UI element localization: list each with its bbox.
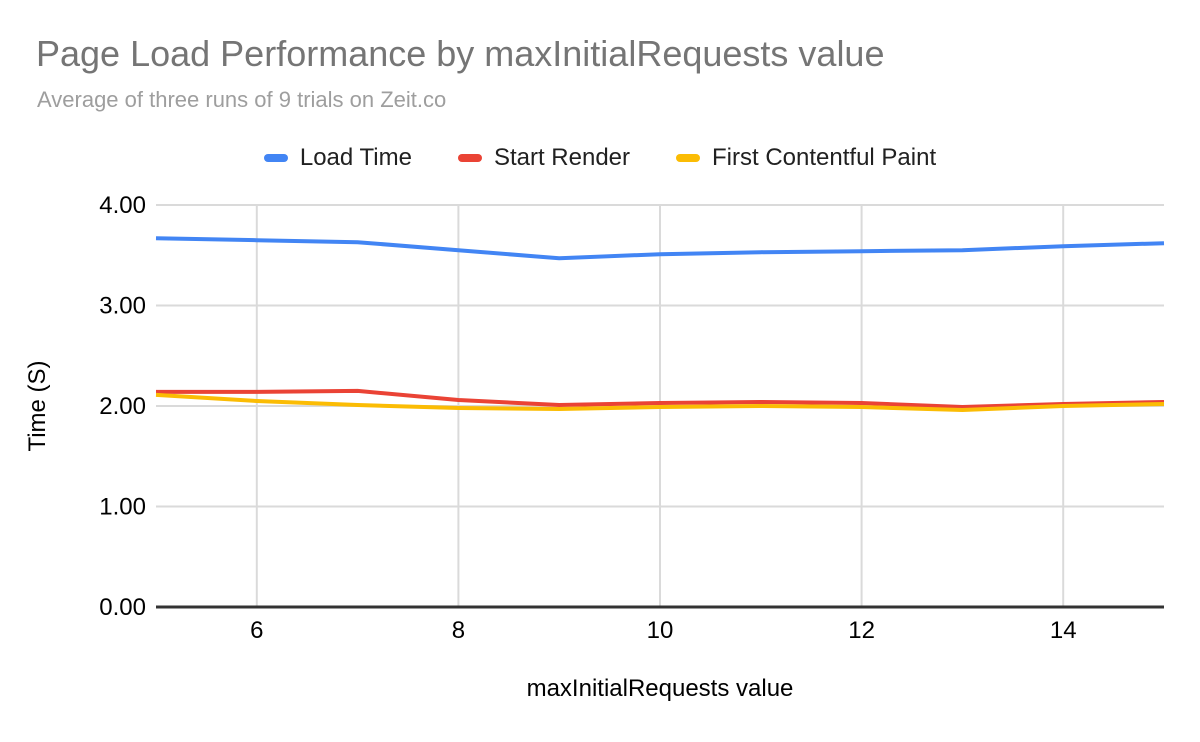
chart-title: Page Load Performance by maxInitialReque… [36, 33, 885, 74]
series-line-first-contentful-paint [155, 392, 1165, 412]
y-tick-label: 0.00 [99, 594, 146, 621]
x-axis-title: maxInitialRequests value [526, 675, 794, 702]
x-tick-label: 10 [647, 617, 674, 644]
chart-subtitle: Average of three runs of 9 trials on Zei… [37, 87, 447, 112]
legend-item-first-contentful-paint: First Contentful Paint [676, 144, 936, 172]
legend-swatch-icon [676, 154, 701, 162]
y-tick-label: 3.00 [99, 293, 146, 320]
y-tick-label: 4.00 [99, 192, 146, 219]
legend-label: Load Time [299, 144, 412, 171]
y-tick-label: 1.00 [99, 494, 146, 521]
series-line-start-render [156, 388, 1165, 409]
legend-item-load-time: Load Time [263, 144, 412, 172]
y-tick-label: 2.00 [99, 393, 146, 420]
x-tick-label: 12 [848, 617, 875, 644]
x-tick-label: 8 [452, 617, 465, 644]
legend-swatch-icon [457, 154, 482, 162]
legend-label: Start Render [493, 144, 631, 171]
y-axis-title: Time (S) [24, 360, 51, 452]
series-line-load-time [155, 236, 1165, 261]
x-tick-label: 6 [250, 617, 263, 644]
x-tick-label: 14 [1050, 617, 1077, 644]
legend-swatch-icon [263, 154, 288, 162]
legend: Load Time Start Render First Contentful Pa… [0, 143, 1200, 173]
legend-label: First Contentful Paint [712, 144, 937, 171]
legend-item-start-render: Start Render [457, 144, 631, 172]
